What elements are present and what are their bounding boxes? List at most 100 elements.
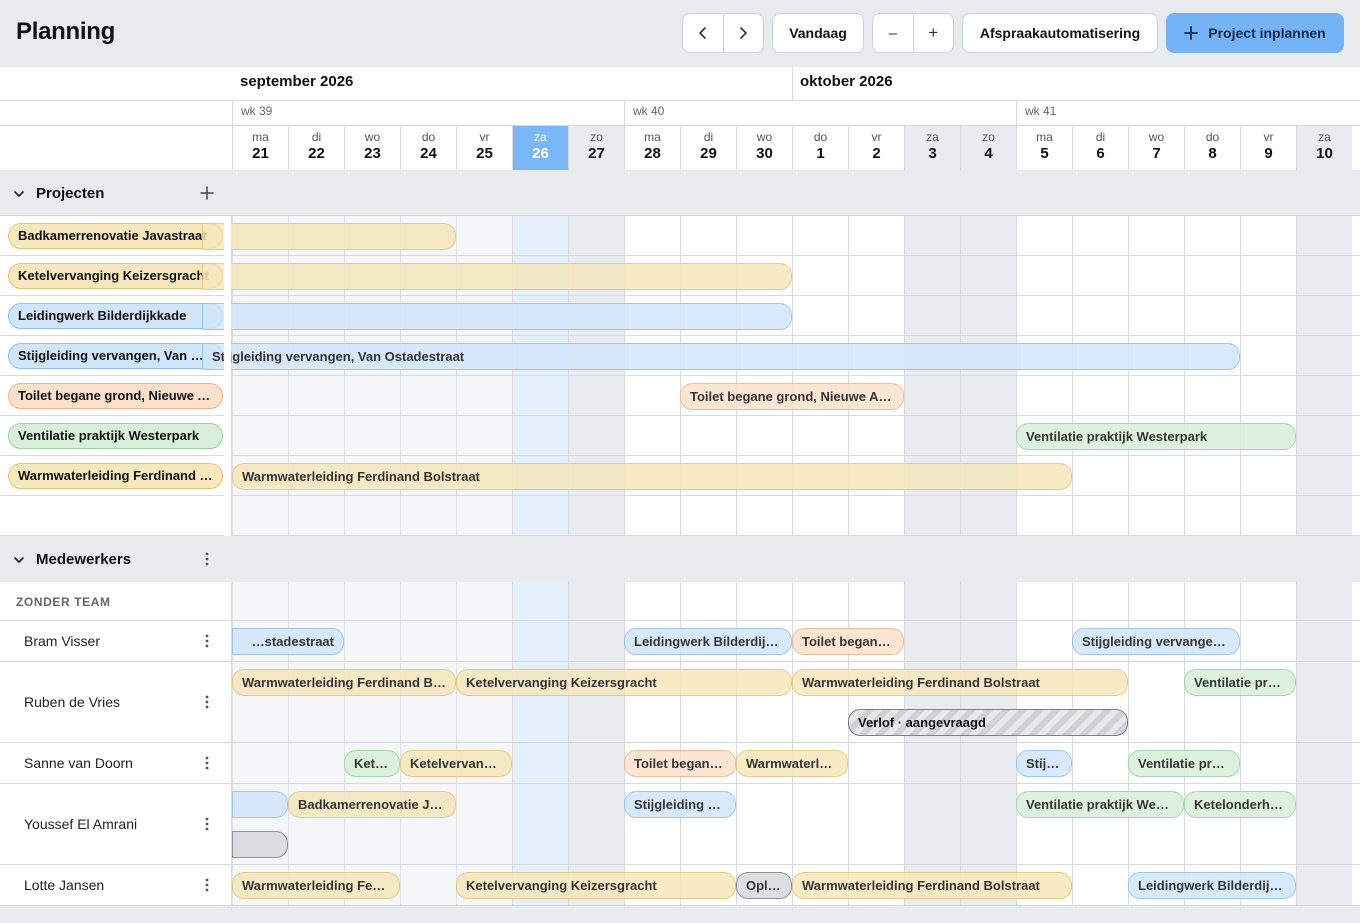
month-row-divider xyxy=(0,100,1360,101)
employee-name[interactable]: Ruben de Vries xyxy=(24,693,120,710)
assignment-bar[interactable]: Ventilatie praktijk Westerpark xyxy=(1016,791,1184,818)
row-divider xyxy=(0,864,1360,865)
assignment-bar[interactable]: Ketelonderhoud xyxy=(1184,791,1296,818)
more-vertical-icon[interactable] xyxy=(201,817,213,831)
assignment-bar[interactable]: Opleiding xyxy=(736,872,792,899)
day-number: 6 xyxy=(1096,145,1105,162)
employee-name[interactable]: Sanne van Doorn xyxy=(24,754,133,771)
leave-request-bar[interactable]: Verlof · aangevraagd xyxy=(848,709,1128,736)
assignment-bar[interactable]: Stijgleiding vervangen, Van Ostadestraat xyxy=(1016,750,1072,777)
project-bar[interactable]: Toilet begane grond, Nieuwe Achtergracht xyxy=(680,383,904,410)
employees-section-header[interactable]: Medewerkers xyxy=(0,536,1360,582)
assignment-bar[interactable]: Warmwaterleiding Ferdinand Bolstraat xyxy=(792,872,1072,899)
day-number: 25 xyxy=(476,145,493,162)
zoom-in-button[interactable]: + xyxy=(912,14,954,52)
day-of-week: di xyxy=(311,130,322,144)
project-bar[interactable]: Ventilatie praktijk Westerpark xyxy=(1016,423,1296,450)
project-chip[interactable]: Stijgleiding vervangen, Van Ostadestraat xyxy=(8,343,223,369)
project-chip[interactable]: Ventilatie praktijk Westerpark xyxy=(8,423,223,449)
project-bar[interactable]: Stijgleiding vervangen, Van Ostadestraat xyxy=(202,343,1240,370)
assignment-bar[interactable] xyxy=(232,791,288,818)
day-header[interactable]: za 10 xyxy=(1296,126,1352,170)
day-header[interactable]: ma 5 xyxy=(1016,126,1072,170)
more-vertical-icon[interactable] xyxy=(201,634,213,648)
assignment-bar[interactable]: Toilet begane grond, Nieuwe Achtergracht xyxy=(624,750,736,777)
day-header[interactable]: di 22 xyxy=(288,126,344,170)
day-gridline xyxy=(288,216,289,536)
day-header[interactable]: do 1 xyxy=(792,126,848,170)
sidebar-divider xyxy=(231,216,232,536)
assignment-bar[interactable]: Leidingwerk Bilderdijkkade xyxy=(1128,872,1296,899)
day-header[interactable]: za 3 xyxy=(904,126,960,170)
assignment-bar[interactable]: Warmwaterleiding Ferdinand Bolstraat xyxy=(232,669,456,696)
day-header[interactable]: ma 28 xyxy=(624,126,680,170)
project-bar[interactable] xyxy=(202,223,456,250)
more-vertical-icon[interactable] xyxy=(201,756,213,770)
assignment-bar[interactable]: Stijgleiding vervangen, Van Ostadestraat xyxy=(624,791,736,818)
day-gridline xyxy=(736,216,737,536)
weekend-column xyxy=(1296,582,1352,906)
assignment-bar[interactable]: Ketelvervanging Keizersgracht xyxy=(456,669,792,696)
day-header[interactable]: wo 23 xyxy=(344,126,400,170)
chevron-down-icon[interactable] xyxy=(13,187,25,199)
add-project-icon[interactable] xyxy=(199,185,215,201)
day-header-today[interactable]: za 26 xyxy=(512,126,568,170)
projects-section-header[interactable]: Projecten xyxy=(0,170,1360,216)
assignment-bar[interactable]: Ketelvervanging Keizersgracht xyxy=(400,750,512,777)
day-header[interactable]: wo 7 xyxy=(1128,126,1184,170)
project-chip[interactable]: Leidingwerk Bilderdijkkade xyxy=(8,303,223,329)
assignment-bar[interactable]: Leidingwerk Bilderdijkkade xyxy=(624,628,792,655)
day-gridline xyxy=(1128,216,1129,536)
project-bar[interactable] xyxy=(202,303,792,330)
day-header[interactable]: do 8 xyxy=(1184,126,1240,170)
automation-button[interactable]: Afspraakautomatisering xyxy=(962,13,1158,53)
board-footer xyxy=(0,906,1360,923)
today-button[interactable]: Vandaag xyxy=(772,13,864,53)
assignment-bar[interactable]: Warmwaterleiding Ferdinand Bolstraat xyxy=(736,750,848,777)
day-header[interactable]: vr 25 xyxy=(456,126,512,170)
day-header[interactable]: di 6 xyxy=(1072,126,1128,170)
assignment-bar[interactable]: Stijgleiding vervangen, Van Ostadestraat xyxy=(1072,628,1240,655)
chevron-down-icon[interactable] xyxy=(13,553,25,565)
assignment-bar[interactable]: Warmwaterleiding Ferdinand Bolstraat xyxy=(792,669,1128,696)
assignment-bar[interactable]: Badkamerrenovatie Javastraat xyxy=(288,791,456,818)
assignment-bar[interactable]: Ketelvervanging Keizersgracht xyxy=(344,750,400,777)
project-chip[interactable]: Warmwaterleiding Ferdinand Bolstraat xyxy=(8,463,223,489)
employee-name[interactable]: Youssef El Amrani xyxy=(24,815,138,832)
next-button[interactable] xyxy=(722,14,764,52)
more-vertical-icon[interactable] xyxy=(201,878,213,892)
zoom-group: – + xyxy=(872,13,954,53)
assignment-bar[interactable]: Ventilatie praktijk Westerpark xyxy=(1184,669,1296,696)
assignment-bar[interactable]: Stijgleiding vervangen, Van Ostadestraat xyxy=(232,628,344,655)
day-header[interactable]: vr 9 xyxy=(1240,126,1296,170)
day-header[interactable]: ma 21 xyxy=(232,126,288,170)
project-chip[interactable]: Badkamerrenovatie Javastraat xyxy=(8,223,223,249)
day-header[interactable]: zo 4 xyxy=(960,126,1016,170)
assignment-bar[interactable] xyxy=(232,831,288,858)
assignment-bar[interactable]: Toilet begane grond, Nieuwe Achtergracht xyxy=(792,628,904,655)
project-chip[interactable]: Toilet begane grond, Nieuwe Achtergracht xyxy=(8,383,223,409)
day-header[interactable]: di 29 xyxy=(680,126,736,170)
day-of-week: za xyxy=(534,130,547,144)
project-chip[interactable]: Ketelvervanging Keizersgracht xyxy=(8,263,223,289)
schedule-project-button[interactable]: Project inplannen xyxy=(1166,13,1344,53)
employee-name[interactable]: Lotte Jansen xyxy=(24,876,105,893)
day-gridline xyxy=(1296,216,1297,536)
past-shade xyxy=(344,582,400,906)
zoom-out-button[interactable]: – xyxy=(888,24,897,42)
day-of-week: ma xyxy=(1036,130,1053,144)
day-header[interactable]: do 24 xyxy=(400,126,456,170)
previous-button[interactable] xyxy=(683,14,723,52)
project-bar[interactable]: Warmwaterleiding Ferdinand Bolstraat xyxy=(232,463,1072,490)
day-gridline xyxy=(400,582,401,906)
more-vertical-icon[interactable] xyxy=(201,552,213,566)
employee-name[interactable]: Bram Visser xyxy=(24,632,100,649)
assignment-bar[interactable]: Warmwaterleiding Ferdinand Bolstraat xyxy=(232,872,400,899)
more-vertical-icon[interactable] xyxy=(201,695,213,709)
project-bar[interactable] xyxy=(202,263,792,290)
assignment-bar[interactable]: Ventilatie praktijk Westerpark xyxy=(1128,750,1240,777)
day-header[interactable]: wo 30 xyxy=(736,126,792,170)
day-header[interactable]: vr 2 xyxy=(848,126,904,170)
assignment-bar[interactable]: Ketelvervanging Keizersgracht xyxy=(456,872,736,899)
day-header[interactable]: zo 27 xyxy=(568,126,624,170)
